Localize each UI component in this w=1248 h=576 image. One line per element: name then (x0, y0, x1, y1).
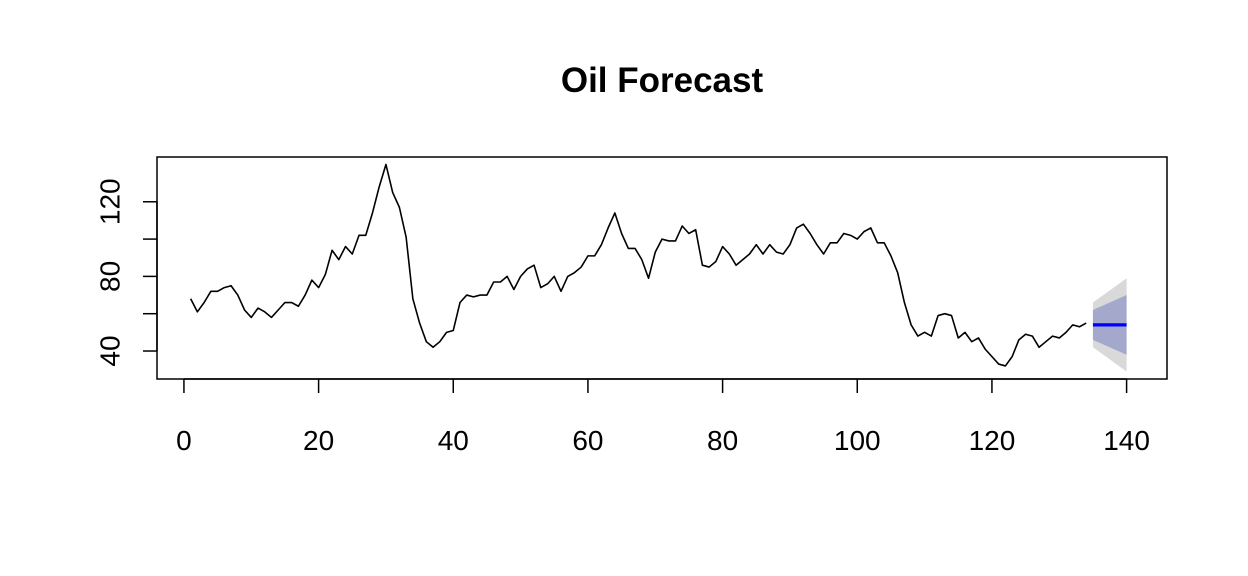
x-tick-label-80: 80 (707, 425, 738, 456)
series-line-0 (189, 163, 1087, 367)
x-axis: 0 20 40 60 80 100 120 140 (176, 378, 1150, 456)
x-tick-label-40: 40 (438, 425, 469, 456)
plot-box (156, 156, 1168, 380)
x-tick-label-0: 0 (176, 425, 192, 456)
y-tick-label-40: 40 (95, 335, 126, 366)
x-tick-label-100: 100 (834, 425, 881, 456)
x-tick-label-140: 140 (1103, 425, 1150, 456)
y-tick-label-80: 80 (95, 261, 126, 292)
x-tick-label-120: 120 (969, 425, 1016, 456)
series-group (189, 163, 1087, 367)
y-axis: 40 80 120 (95, 178, 158, 367)
y-tick-label-120: 120 (95, 178, 126, 225)
x-tick-label-20: 20 (303, 425, 334, 456)
chart-title: Oil Forecast (561, 61, 764, 100)
x-tick-label-60: 60 (572, 425, 603, 456)
